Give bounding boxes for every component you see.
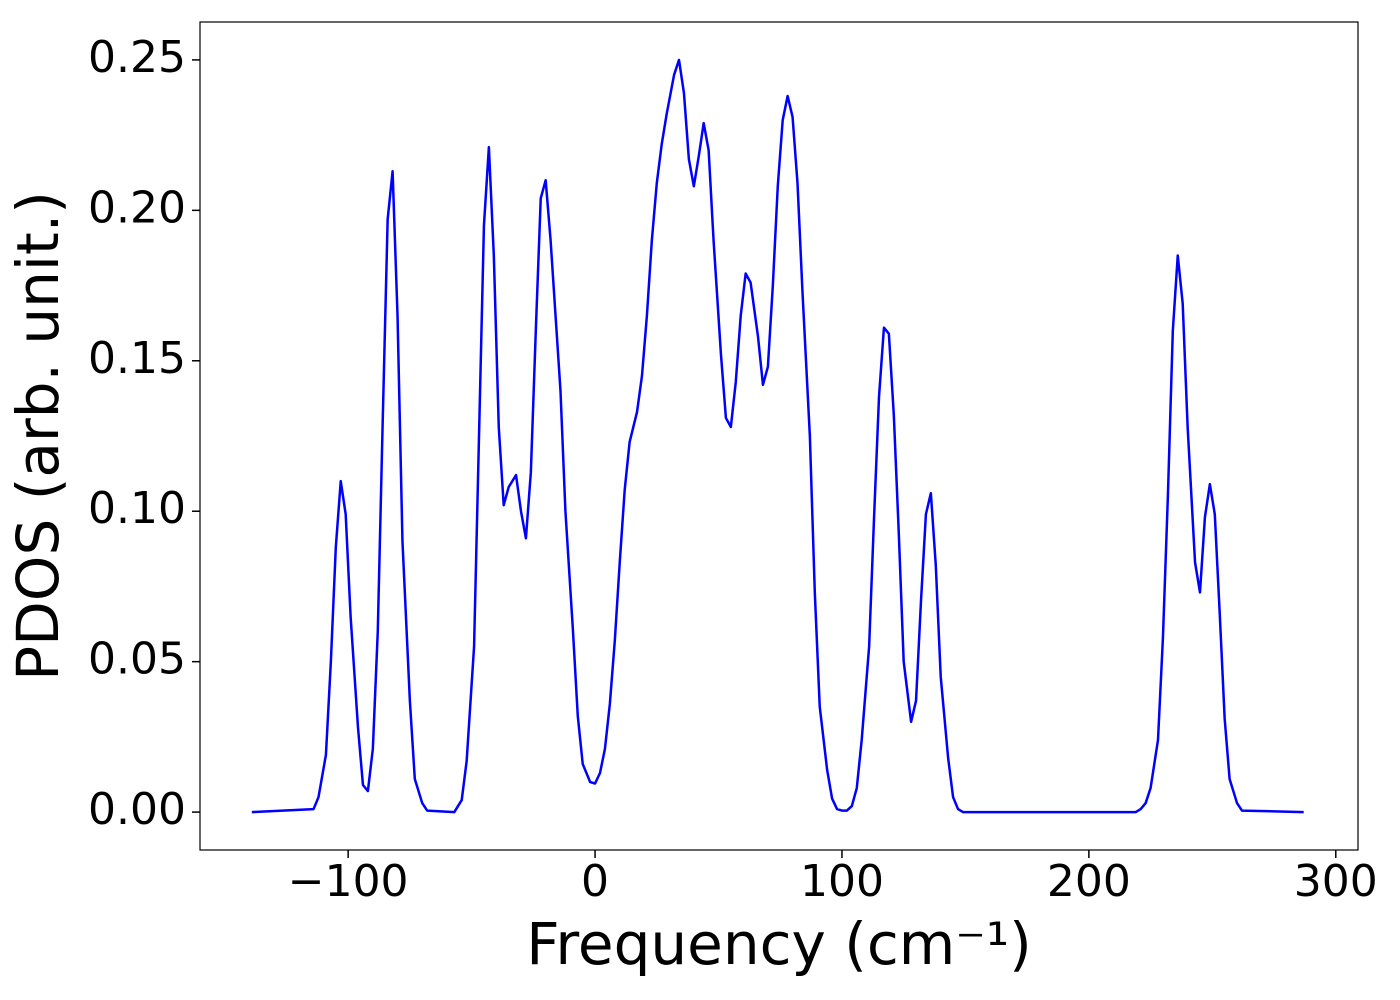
x-tick-label: −100 <box>288 856 409 907</box>
y-tick-label: 0.05 <box>88 634 186 685</box>
y-tick-label: 0.10 <box>88 483 186 534</box>
x-tick-label: 0 <box>581 856 609 907</box>
x-axis-label: Frequency (cm⁻¹) <box>526 910 1032 978</box>
y-tick-label: 0.00 <box>88 784 186 835</box>
y-tick-label: 0.25 <box>88 32 186 83</box>
data-line <box>251 58 1304 814</box>
plot-frame <box>199 21 1359 851</box>
y-tick-label: 0.20 <box>88 182 186 233</box>
y-axis-label: PDOS (arb. unit.) <box>4 191 72 681</box>
x-tick-label: 100 <box>800 856 884 907</box>
x-tick-label: 300 <box>1294 856 1378 907</box>
y-tick-label: 0.15 <box>88 333 186 384</box>
x-tick-label: 200 <box>1047 856 1131 907</box>
